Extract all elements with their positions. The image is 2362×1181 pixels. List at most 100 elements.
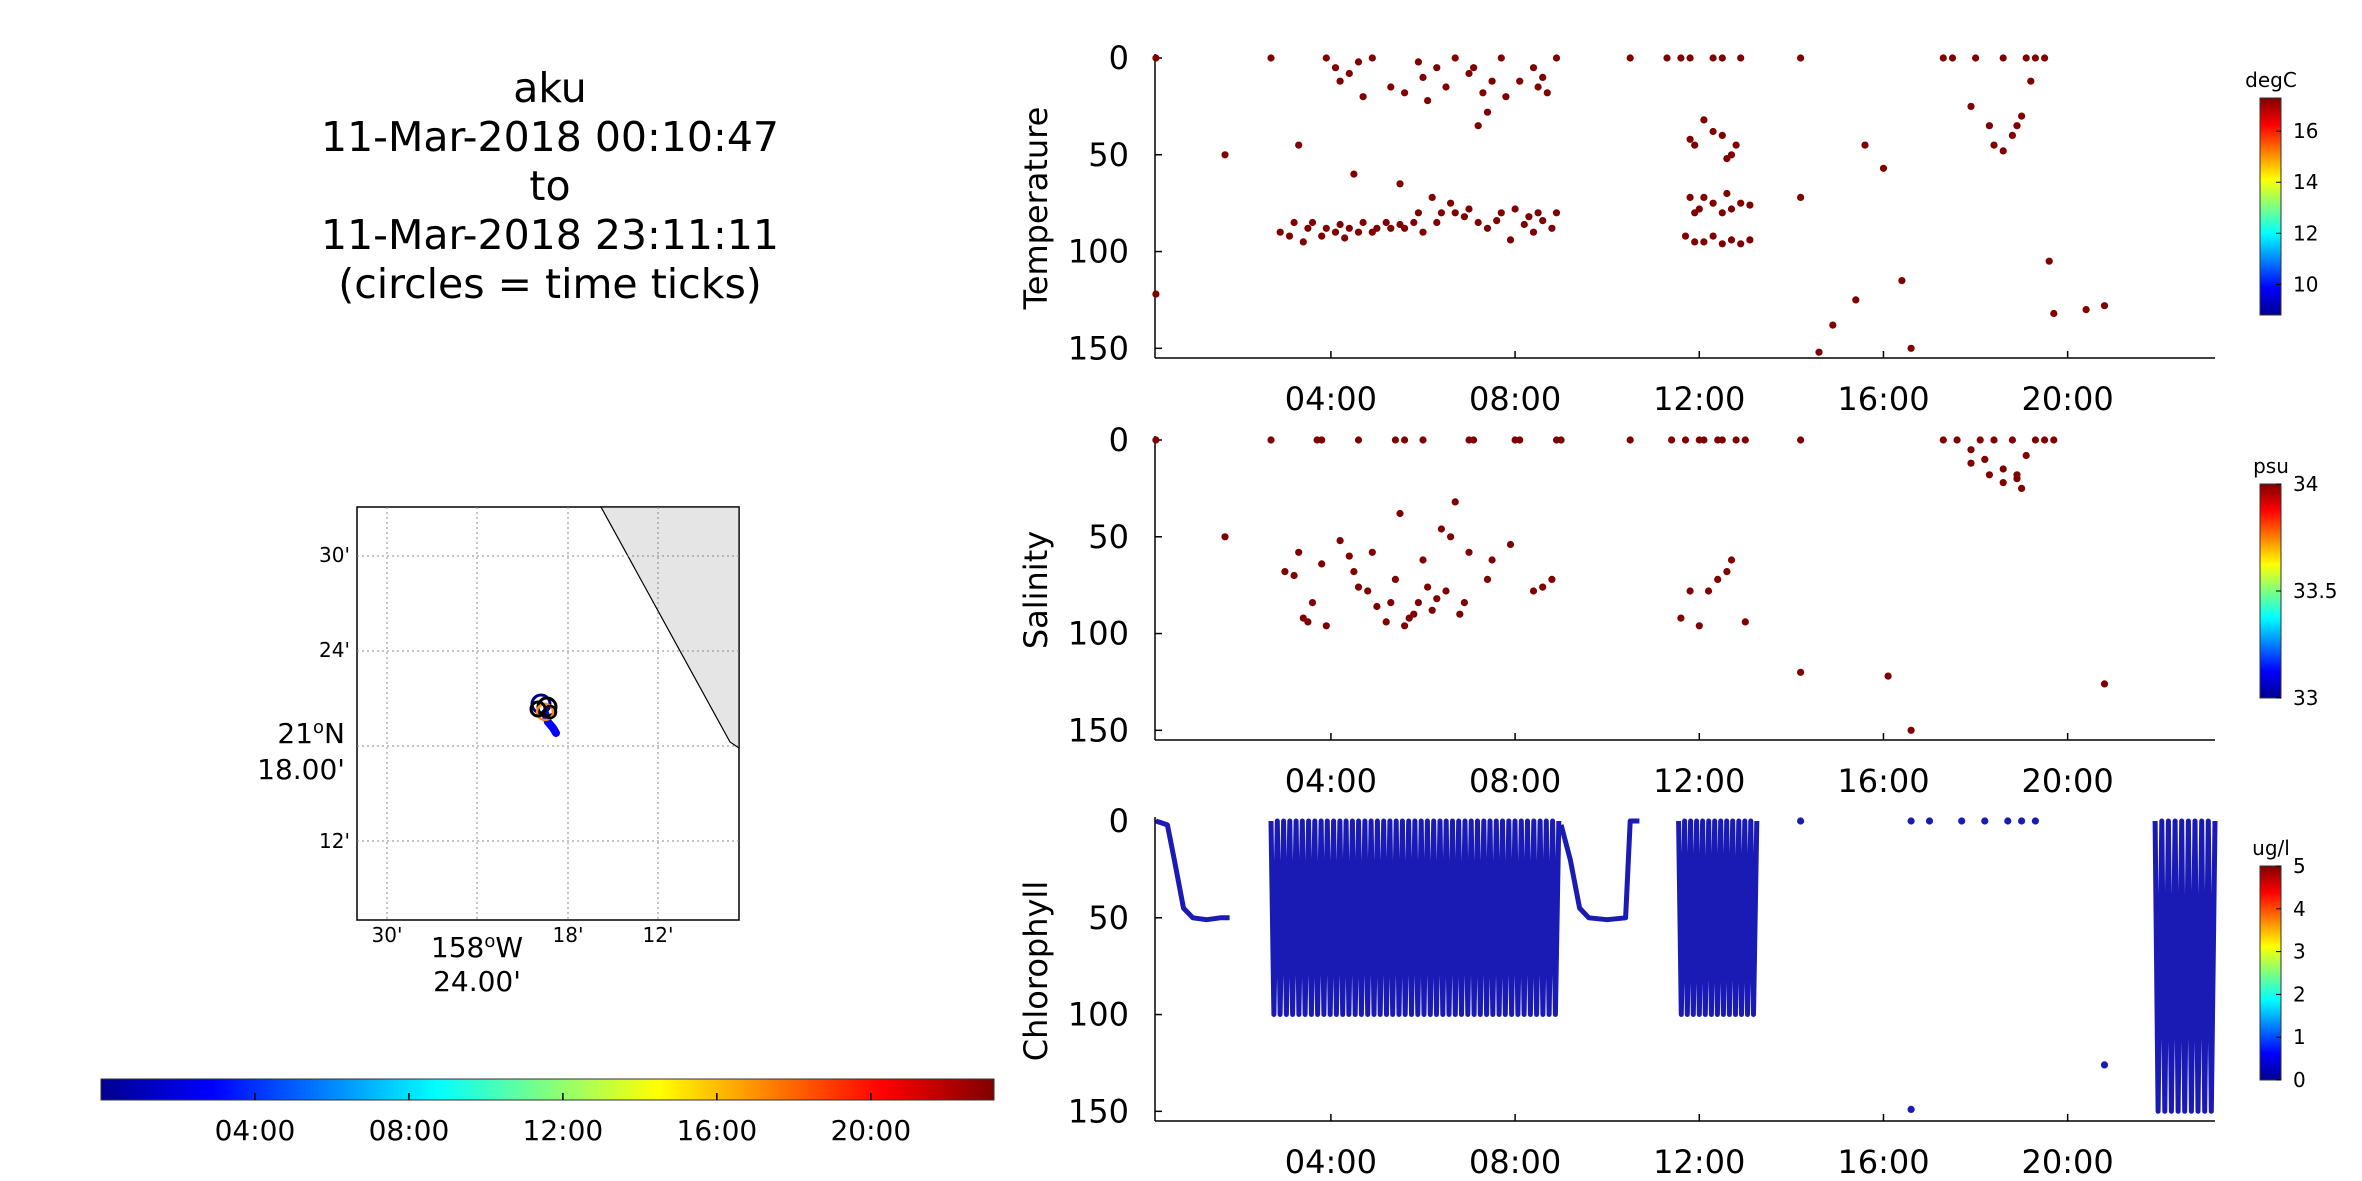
data-point (1447, 533, 1455, 541)
colorbar-tick-label: 5 (2293, 854, 2306, 878)
map-lat-label-main: 21 (277, 717, 313, 750)
x-tick-label: 20:00 (2022, 762, 2114, 800)
data-point (1746, 236, 1754, 244)
data-point (1797, 193, 1805, 201)
colorbar-tick-label: 4 (2293, 897, 2306, 921)
data-point (1548, 224, 1556, 232)
data-point (2004, 817, 2012, 825)
map-lon-degree: o (484, 931, 495, 952)
data-point (1695, 205, 1703, 213)
data-point (1474, 122, 1482, 130)
data-point (1460, 599, 1468, 607)
data-point (1318, 560, 1326, 568)
data-point (1322, 54, 1330, 62)
colorbar-unit: ug/l (2252, 836, 2290, 860)
data-point (1442, 83, 1450, 91)
data-point (1341, 234, 1349, 242)
data-point (1433, 595, 1441, 603)
y-tick-label: 50 (1088, 899, 1129, 937)
y-tick-label: 100 (1068, 615, 1129, 653)
data-point (2022, 54, 2030, 62)
data-point (1419, 228, 1427, 236)
data-point (1387, 224, 1395, 232)
data-point (1686, 54, 1694, 62)
data-point (1718, 209, 1726, 217)
data-point (1797, 436, 1805, 444)
data-point (1552, 54, 1561, 62)
data-point (1695, 622, 1703, 630)
data-point (1382, 618, 1390, 626)
data-point (1981, 817, 1989, 825)
data-point (1308, 599, 1317, 607)
data-point (2027, 77, 2035, 85)
data-point (1727, 556, 1736, 564)
data-point (1985, 122, 1993, 130)
time-tick-circle (535, 702, 555, 722)
data-point (1267, 436, 1275, 444)
data-point (1907, 726, 1915, 734)
data-point (1718, 131, 1726, 139)
track-segment (1155, 818, 1230, 923)
data-point (1433, 64, 1441, 72)
data-point (1350, 568, 1358, 576)
data-point (1456, 610, 1464, 618)
data-point (1704, 587, 1713, 595)
data-point (2018, 817, 2026, 825)
time-colorbar-tick-label: 08:00 (369, 1114, 450, 1147)
data-point (1907, 817, 1915, 825)
data-point (1433, 218, 1441, 227)
data-point (1700, 238, 1708, 246)
map-lon-label: 158oW (431, 931, 523, 964)
x-tick-label: 16:00 (1837, 1143, 1929, 1181)
data-point (1985, 471, 1993, 479)
data-point (1465, 69, 1473, 78)
data-point (2008, 131, 2016, 139)
y-tick-label: 150 (1068, 329, 1129, 367)
data-point (1419, 73, 1427, 81)
data-point (1852, 296, 1860, 304)
data-point (1686, 193, 1694, 201)
data-point (1368, 54, 1376, 62)
data-point (1290, 571, 1298, 580)
data-point (1419, 556, 1427, 564)
data-point (1285, 232, 1294, 240)
data-point (1364, 587, 1372, 595)
y-axis-label: Chlorophyll (1017, 881, 1055, 1061)
data-point (1967, 446, 1975, 454)
colorbar-tick-label: 14 (2293, 170, 2318, 194)
data-point (1797, 817, 1805, 825)
data-point (1958, 817, 1966, 825)
data-point (1152, 54, 1160, 62)
profile-track (1268, 818, 1562, 1017)
map-lat-label: 21oN (277, 717, 345, 750)
title-line-1: aku (513, 64, 587, 112)
colorbar-tick-label: 0 (2293, 1068, 2306, 1092)
colorbar-tick-label: 10 (2293, 272, 2318, 296)
y-tick-label: 150 (1068, 711, 1129, 749)
data-point (2045, 257, 2053, 265)
data-point (1879, 164, 1888, 172)
data-point (1861, 141, 1869, 149)
colorbar-tick-label: 1 (2293, 1025, 2306, 1049)
colorbar-unit: degC (2245, 68, 2297, 92)
data-point (1295, 141, 1303, 149)
data-point (1677, 54, 1685, 62)
data-point (1428, 193, 1436, 201)
data-point (1723, 189, 1731, 198)
data-point (2013, 122, 2021, 130)
data-point (1999, 54, 2007, 62)
data-point (1511, 205, 1519, 213)
data-point (1815, 348, 1823, 356)
data-point (1741, 618, 1749, 626)
data-point (1373, 224, 1381, 232)
data-point (1442, 587, 1450, 595)
x-tick-label: 08:00 (1469, 1143, 1561, 1181)
data-point (1907, 1105, 1915, 1113)
data-point (1465, 205, 1473, 213)
y-tick-label: 0 (1109, 39, 1129, 77)
data-point (1497, 209, 1505, 217)
data-point (1336, 220, 1344, 229)
data-point (2022, 451, 2030, 460)
data-point (1221, 151, 1229, 159)
